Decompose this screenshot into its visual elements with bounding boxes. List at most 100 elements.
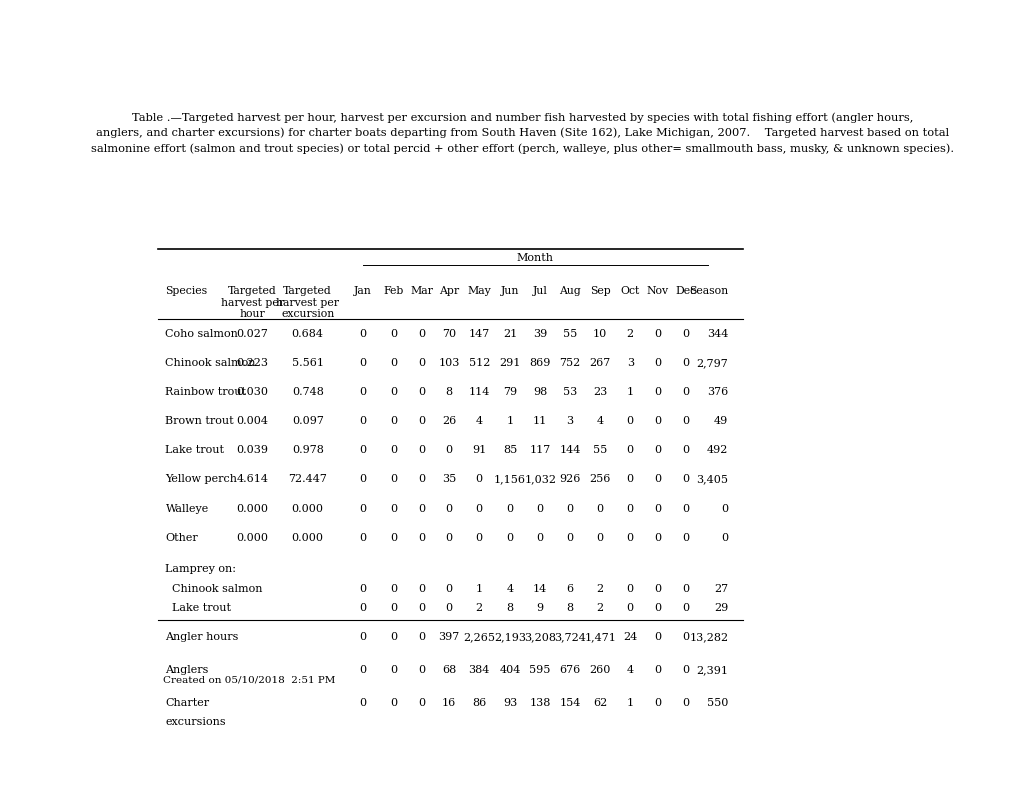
Text: 4.614: 4.614: [236, 474, 268, 485]
Text: 0: 0: [596, 533, 603, 543]
Text: 1: 1: [626, 697, 633, 708]
Text: 9: 9: [536, 603, 543, 613]
Text: 0.748: 0.748: [291, 387, 323, 397]
Text: Table .—Targeted harvest per hour, harvest per excursion and number fish harvest: Table .—Targeted harvest per hour, harve…: [131, 113, 913, 124]
Text: 1,156: 1,156: [493, 474, 526, 485]
Text: 0: 0: [359, 329, 366, 339]
Text: 404: 404: [499, 665, 521, 675]
Text: Targeted
harvest per
excursion: Targeted harvest per excursion: [276, 286, 339, 319]
Text: 0.030: 0.030: [236, 387, 268, 397]
Text: 4: 4: [506, 584, 514, 593]
Text: 0: 0: [445, 445, 452, 455]
Text: 98: 98: [533, 387, 547, 397]
Text: 21: 21: [502, 329, 517, 339]
Text: Jan: Jan: [354, 286, 372, 296]
Text: 2: 2: [596, 603, 603, 613]
Text: 0: 0: [682, 632, 689, 642]
Text: 0: 0: [390, 584, 397, 593]
Text: 2: 2: [596, 584, 603, 593]
Text: 0.027: 0.027: [236, 329, 268, 339]
Text: 2,797: 2,797: [696, 358, 728, 368]
Text: 39: 39: [533, 329, 547, 339]
Text: 0: 0: [567, 533, 573, 543]
Text: Lamprey on:: Lamprey on:: [165, 564, 236, 574]
Text: Feb: Feb: [383, 286, 404, 296]
Text: 0: 0: [654, 416, 661, 426]
Text: 0: 0: [418, 504, 425, 514]
Text: Nov: Nov: [646, 286, 668, 296]
Text: 0: 0: [475, 533, 482, 543]
Text: 0: 0: [654, 329, 661, 339]
Text: 0.004: 0.004: [236, 416, 268, 426]
Text: 397: 397: [438, 632, 460, 642]
Text: Dec: Dec: [675, 286, 696, 296]
Text: 93: 93: [502, 697, 517, 708]
Text: Chinook salmon: Chinook salmon: [165, 358, 256, 368]
Text: 256: 256: [589, 474, 610, 485]
Text: 3,724: 3,724: [553, 632, 586, 642]
Text: 8: 8: [506, 603, 514, 613]
Text: 114: 114: [468, 387, 489, 397]
Text: 0: 0: [682, 416, 689, 426]
Text: 0: 0: [626, 533, 633, 543]
Text: 0: 0: [536, 533, 543, 543]
Text: Lake trout: Lake trout: [165, 603, 231, 613]
Text: 0: 0: [720, 533, 728, 543]
Text: Anglers: Anglers: [165, 665, 209, 675]
Text: 869: 869: [529, 358, 550, 368]
Text: 29: 29: [713, 603, 728, 613]
Text: 0: 0: [682, 504, 689, 514]
Text: 147: 147: [468, 329, 489, 339]
Text: 0: 0: [626, 603, 633, 613]
Text: 0: 0: [626, 445, 633, 455]
Text: 154: 154: [559, 697, 580, 708]
Text: 0: 0: [418, 416, 425, 426]
Text: anglers, and charter excursions) for charter boats departing from South Haven (S: anglers, and charter excursions) for cha…: [96, 128, 949, 139]
Text: 0: 0: [445, 504, 452, 514]
Text: Chinook salmon: Chinook salmon: [165, 584, 263, 593]
Text: 1: 1: [626, 387, 633, 397]
Text: excursions: excursions: [165, 717, 226, 727]
Text: 0: 0: [654, 632, 661, 642]
Text: 4: 4: [626, 665, 633, 675]
Text: 752: 752: [559, 358, 580, 368]
Text: 0: 0: [475, 504, 482, 514]
Text: 0: 0: [390, 632, 397, 642]
Text: 68: 68: [441, 665, 455, 675]
Text: Coho salmon: Coho salmon: [165, 329, 238, 339]
Text: 13,282: 13,282: [689, 632, 728, 642]
Text: 0: 0: [626, 504, 633, 514]
Text: 0: 0: [567, 504, 573, 514]
Text: 0: 0: [418, 533, 425, 543]
Text: 492: 492: [706, 445, 728, 455]
Text: May: May: [467, 286, 491, 296]
Text: 1,032: 1,032: [524, 474, 555, 485]
Text: 0.000: 0.000: [291, 504, 323, 514]
Text: 53: 53: [562, 387, 577, 397]
Text: 138: 138: [529, 697, 550, 708]
Text: 0: 0: [682, 358, 689, 368]
Text: 0: 0: [418, 632, 425, 642]
Text: Targeted
harvest per
hour: Targeted harvest per hour: [221, 286, 283, 319]
Text: 0: 0: [359, 358, 366, 368]
Text: Sep: Sep: [589, 286, 610, 296]
Text: Lake trout: Lake trout: [165, 445, 224, 455]
Text: 1,471: 1,471: [584, 632, 615, 642]
Text: 0: 0: [654, 697, 661, 708]
Text: 0: 0: [720, 504, 728, 514]
Text: 55: 55: [562, 329, 577, 339]
Text: 0: 0: [682, 603, 689, 613]
Text: 0: 0: [506, 504, 514, 514]
Text: 0: 0: [390, 387, 397, 397]
Text: 0.097: 0.097: [291, 416, 323, 426]
Text: 8: 8: [445, 387, 452, 397]
Text: 0: 0: [418, 697, 425, 708]
Text: 0.039: 0.039: [236, 445, 268, 455]
Text: 0: 0: [682, 584, 689, 593]
Text: 0: 0: [390, 504, 397, 514]
Text: 0: 0: [654, 474, 661, 485]
Text: 512: 512: [468, 358, 489, 368]
Text: 79: 79: [502, 387, 517, 397]
Text: 0: 0: [445, 584, 452, 593]
Text: Jun: Jun: [500, 286, 519, 296]
